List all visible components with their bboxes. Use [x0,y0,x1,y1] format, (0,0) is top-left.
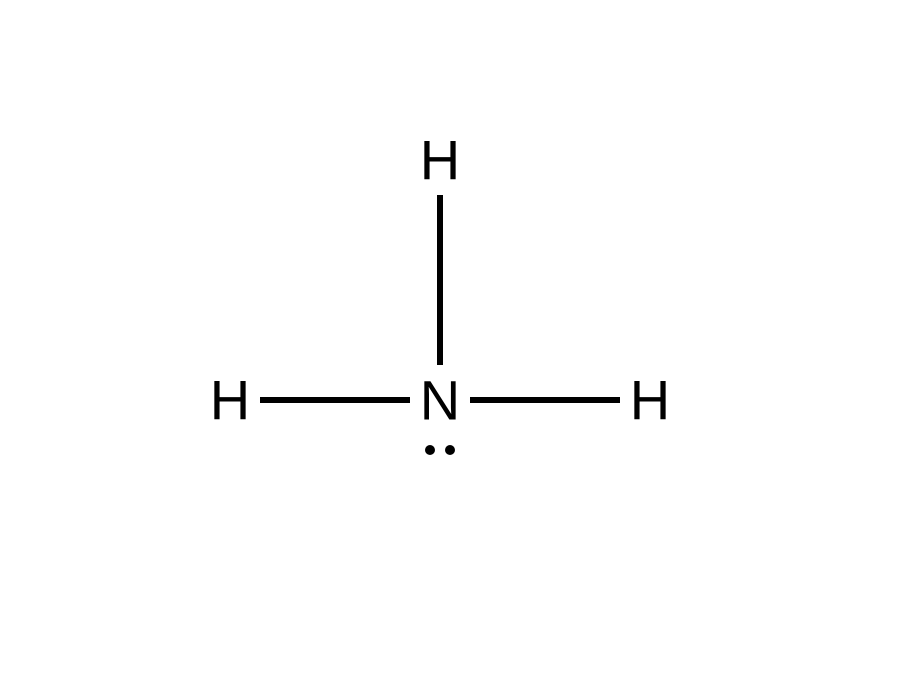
lone-pair-dot-1 [425,445,435,455]
bond-right [470,397,620,403]
atom-hydrogen-left: H [210,368,250,433]
bond-vertical [437,195,443,365]
atom-hydrogen-top: H [420,128,460,193]
atom-nitrogen: N [420,368,460,433]
atom-hydrogen-right: H [630,368,670,433]
bond-left [260,397,410,403]
lone-pair-dot-2 [445,445,455,455]
